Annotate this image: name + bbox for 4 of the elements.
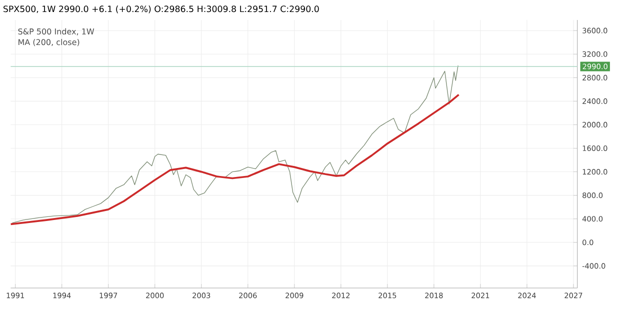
text: SPX500, 1W 2990.0 +6.1 (+0.2%) O:2986.5 H:3009.8 L:2951.7 C:2990.0 (4, 5, 319, 14)
text: S&P 500 Index, 1W (18, 28, 94, 36)
line-series (12, 66, 460, 224)
text: MA (200, close) (18, 38, 80, 46)
